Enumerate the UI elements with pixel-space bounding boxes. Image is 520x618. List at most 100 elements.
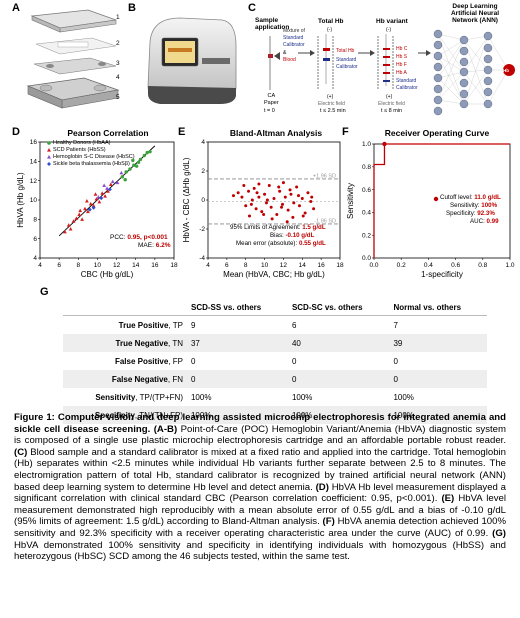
row-label: False Negative, FN — [63, 370, 187, 388]
chart-f-title: Receiver Operating Curve — [384, 128, 490, 138]
x-axis-label: CBC (Hb g/dL) — [81, 270, 134, 279]
table-header-normal: Normal vs. others — [389, 300, 487, 316]
table-cell: 0 — [291, 356, 297, 366]
data-point — [102, 183, 107, 187]
arrow-to-ann — [418, 50, 431, 56]
electric-field-label-2: Electric field — [378, 101, 405, 107]
data-point — [300, 197, 304, 201]
y-tick-label: 8 — [33, 217, 37, 224]
x-tick-label: 0.4 — [424, 262, 433, 269]
sensitivity-stat: Sensitivity: 100% — [450, 202, 498, 209]
x-tick-label: 12 — [280, 262, 288, 269]
legend-entry-hbaa: Healthy Donors (HbAA) — [53, 140, 111, 146]
data-point — [108, 182, 113, 187]
data-point — [142, 153, 147, 158]
panel-label-e: E — [178, 126, 186, 138]
panel-label-g: G — [40, 286, 49, 298]
part-number-4: 4 — [116, 74, 120, 81]
lower-limit-label: -1.96 SD — [314, 218, 336, 224]
data-point — [132, 163, 136, 167]
x-tick-label: 0.8 — [478, 262, 487, 269]
data-point — [94, 197, 99, 201]
data-point — [301, 214, 305, 218]
table-cell: 7 — [393, 320, 398, 330]
data-point — [277, 185, 281, 189]
y-tick-label: 0.2 — [362, 232, 371, 239]
y-tick-label: 1.0 — [362, 141, 371, 148]
data-point — [66, 223, 71, 227]
x-tick-label: 4 — [206, 262, 210, 269]
y-tick-label: 16 — [30, 139, 38, 146]
x-tick-label: 14 — [132, 262, 140, 269]
panel-label-c: C — [248, 2, 256, 14]
data-point — [288, 188, 292, 192]
table-header-empty — [63, 300, 187, 316]
data-point — [312, 207, 316, 211]
data-point — [265, 198, 269, 202]
legend-entry-hbsbeta: Sickle beta thalassemia (HbSβ) — [53, 161, 130, 167]
row-label: Specificity, TN/(TN+FP) — [63, 406, 187, 424]
panel-label-b: B — [128, 2, 136, 14]
data-point — [285, 220, 289, 224]
cutoff-legend-marker — [433, 196, 439, 202]
data-point — [231, 194, 235, 198]
data-point — [124, 170, 128, 174]
x-axis-label: 1-specificity — [421, 270, 463, 279]
pcc-stat: PCC: 0.95, p<0.001 — [110, 234, 168, 241]
data-point — [85, 198, 89, 203]
x-tick-label: 0.6 — [451, 262, 460, 269]
y-tick-label: 10 — [30, 197, 38, 204]
x-tick-label: 8 — [76, 262, 80, 269]
data-point — [120, 175, 125, 179]
variant-hb-c: Hb C — [396, 46, 408, 52]
table-row: False Positive, FP 0 0 0 — [63, 352, 487, 370]
variant-hb-f: Hb F — [396, 62, 407, 68]
data-point — [106, 189, 110, 193]
x-tick-label: 6 — [225, 262, 229, 269]
t0-label: t = 0 — [264, 108, 275, 114]
table-header-scd-ss: SCD-SS vs. others — [186, 300, 288, 316]
y-tick-label: 6 — [33, 236, 37, 243]
table-cell: 100% — [393, 392, 414, 402]
table-cell: 0 — [393, 356, 398, 366]
data-point — [275, 213, 279, 216]
data-point — [306, 191, 310, 195]
panel-label-a: A — [12, 2, 20, 14]
y-tick-label: 0.0 — [362, 255, 371, 262]
data-point — [250, 198, 254, 202]
row-label: True Positive, TP — [118, 320, 183, 330]
x-tick-label: 1.0 — [505, 262, 514, 269]
hb-variant-title: Hb variant — [376, 18, 408, 25]
y-tick-label: 4 — [33, 255, 37, 262]
x-tick-label: 16 — [151, 262, 159, 269]
data-point — [107, 187, 112, 192]
plot-frame — [373, 143, 511, 259]
table-cell: 0 — [287, 370, 390, 388]
data-point — [254, 207, 258, 211]
time-label-2: t ≤ 8 min — [381, 108, 403, 114]
data-point — [87, 207, 92, 212]
bias-stat: Bias: -0.10 g/dL — [270, 232, 315, 239]
x-tick-label: 0.2 — [397, 262, 406, 269]
bland-altman-chart: 4 6 8 10 12 14 16 18 -4 -2 0 2 4 Mean (HbVA, CBC; Hb … — [182, 139, 344, 279]
data-point — [280, 202, 284, 206]
mean-error-stat: Mean error (absolute): 0.55 g/dL — [236, 240, 326, 247]
part-number-3: 3 — [116, 60, 120, 67]
table-row: Specificity, TN/(TN+FP) 100% 100% 100% — [63, 406, 487, 424]
y-tick-label: 4 — [201, 139, 205, 146]
data-point — [292, 201, 296, 205]
table-cell: 0 — [190, 356, 196, 366]
data-point — [297, 194, 301, 198]
caption-tag-c: (C) — [14, 446, 28, 458]
variant-hb-s: Hb S — [396, 54, 408, 60]
diagnostic-performance-table: SCD-SS vs. others SCD-SC vs. others Norm… — [63, 300, 487, 424]
data-point — [100, 191, 105, 195]
data-point — [145, 150, 149, 155]
data-point — [78, 208, 83, 213]
table-cell: 37 — [186, 334, 288, 352]
data-point — [105, 186, 109, 190]
data-point — [283, 195, 287, 199]
row-label: Sensitivity, TP/(TP+FN) — [95, 392, 183, 402]
x-tick-label: 4 — [38, 262, 42, 269]
data-point — [270, 217, 274, 221]
